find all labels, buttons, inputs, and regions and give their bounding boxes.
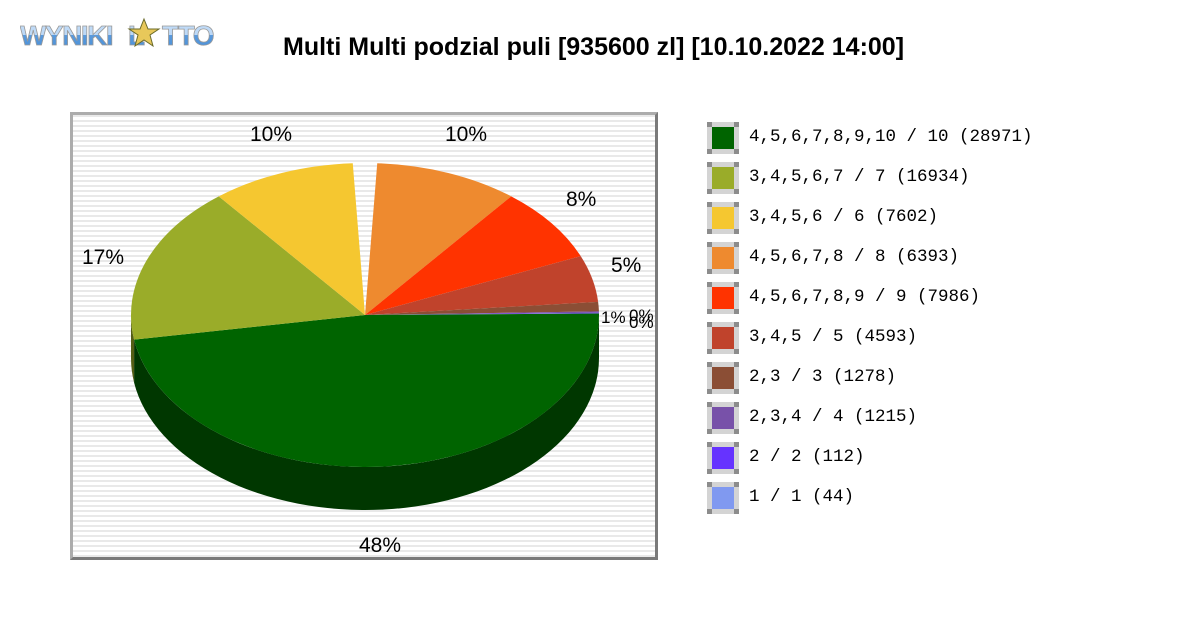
svg-text:10%: 10% [445, 123, 487, 146]
svg-text:10%: 10% [250, 123, 292, 146]
svg-text:TTO: TTO [162, 20, 214, 51]
svg-text:48%: 48% [359, 534, 401, 557]
svg-text:17%: 17% [82, 246, 124, 269]
svg-text:1%: 1% [601, 308, 626, 327]
svg-text:WYNIKI: WYNIKI [20, 20, 112, 51]
svg-text:8%: 8% [566, 188, 596, 211]
svg-text:0%: 0% [629, 306, 654, 325]
svg-text:5%: 5% [611, 254, 641, 277]
